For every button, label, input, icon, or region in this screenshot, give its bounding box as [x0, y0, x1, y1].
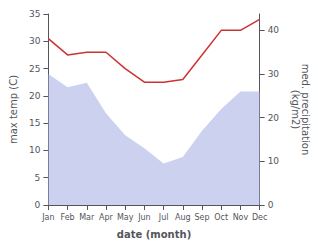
svg-text:max temp (C): max temp (C)	[8, 75, 19, 144]
svg-text:Oct: Oct	[214, 213, 228, 222]
svg-text:0: 0	[268, 200, 274, 210]
svg-text:Jul: Jul	[158, 213, 169, 222]
svg-text:25: 25	[29, 64, 40, 74]
svg-text:Mar: Mar	[79, 213, 95, 222]
svg-text:Sep: Sep	[194, 213, 209, 222]
svg-text:5: 5	[35, 173, 41, 183]
svg-text:0: 0	[35, 200, 41, 210]
svg-text:35: 35	[29, 9, 40, 19]
svg-text:15: 15	[29, 118, 40, 128]
svg-text:Nov: Nov	[233, 213, 249, 222]
svg-text:30: 30	[29, 36, 41, 46]
svg-text:Apr: Apr	[99, 213, 114, 222]
svg-text:Jan: Jan	[41, 213, 54, 222]
svg-text:20: 20	[268, 113, 280, 123]
svg-text:Jun: Jun	[137, 213, 151, 222]
svg-text:20: 20	[29, 91, 41, 101]
svg-text:10: 10	[29, 145, 41, 155]
svg-text:Feb: Feb	[60, 213, 74, 222]
svg-text:30: 30	[268, 69, 280, 79]
svg-text:May: May	[117, 213, 134, 222]
svg-text:10: 10	[268, 156, 280, 166]
svg-text:(kg/m2): (kg/m2)	[290, 90, 301, 130]
svg-text:40: 40	[268, 25, 280, 35]
svg-text:med. precipitation: med. precipitation	[299, 63, 311, 156]
svg-text:Aug: Aug	[175, 213, 191, 222]
svg-text:date (month): date (month)	[117, 229, 191, 240]
svg-text:Dec: Dec	[252, 213, 267, 222]
